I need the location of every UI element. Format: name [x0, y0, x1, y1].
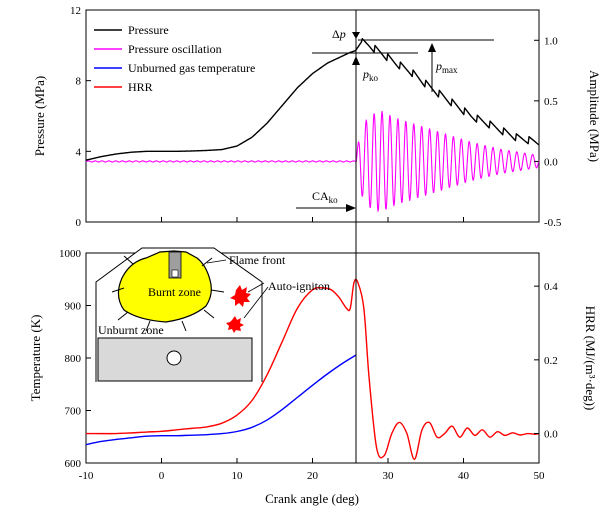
pmax-label-sub: max	[442, 65, 458, 75]
x-axis-tick-label: 10	[232, 470, 244, 482]
top-right-axis-tick-label: 1.0	[544, 35, 558, 47]
top-left-axis-tick-label: 12	[70, 5, 81, 17]
piston	[97, 337, 253, 382]
burnt-zone-label: Burnt zone	[148, 285, 201, 299]
flame-propagation-arrows	[111, 255, 225, 332]
prop-arrow	[123, 255, 134, 265]
pmax-label-var: p	[435, 59, 442, 73]
top-right-axis-tick-label: 0.5	[544, 96, 558, 108]
prop-arrow	[145, 320, 151, 332]
legend-label-pressure: Pressure	[128, 23, 169, 37]
dp-label-delta: Δ	[332, 27, 340, 41]
x-axis-tick-label: 40	[458, 470, 470, 482]
bottom-right-axis-tick-label: 0.2	[544, 355, 558, 367]
bottom-right-axis-tick-label: 0.0	[544, 429, 558, 441]
series-hrr	[85, 278, 540, 461]
flame-front-leader	[206, 259, 227, 264]
x-axis-tick-label: 0	[159, 470, 165, 482]
bottom-right-axis-label: HRR (MJ/(m³·deg))	[583, 306, 598, 411]
bottom-left-axis-tick-label: 700	[65, 406, 82, 418]
bottom-left-axis-tick-label: 1000	[59, 248, 82, 260]
top-panel: 0 4 8 12 -0.5 0.0 0.5 1.0 Pressure (MPa) Amplit…	[32, 5, 602, 229]
auto-ignition-label: Auto-igniton	[268, 279, 330, 293]
pko-label: pko	[362, 67, 379, 83]
top-right-axis-label: Amplitude (MPa)	[587, 70, 602, 162]
cako-label-text: CA	[312, 189, 329, 203]
series-pressure	[85, 38, 540, 161]
legend-label-pressure-oscillation: Pressure oscillation	[128, 42, 222, 56]
cako-label: CAko	[312, 189, 338, 205]
x-axis-tick-label: 20	[307, 470, 319, 482]
pko-label-sub: ko	[369, 73, 379, 83]
pmax-arrowhead	[428, 43, 436, 52]
top-series-layer	[85, 38, 540, 212]
top-left-axis-tick-label: 8	[76, 76, 82, 88]
legend-label-unburned-gas-temperature: Unburned gas temperature	[128, 61, 255, 75]
top-left-axis-label: Pressure (MPa)	[32, 76, 47, 157]
prop-arrow	[181, 320, 187, 332]
legend-label-hrr: HRR	[128, 80, 153, 94]
bottom-series-layer	[85, 278, 540, 461]
combustion-chamber-inset: Flame front Burnt zone Auto-igniton Unbu…	[95, 247, 330, 382]
prop-arrow	[201, 257, 213, 267]
top-left-axis-tick-label: 0	[76, 217, 82, 229]
bottom-left-axis-tick-label: 800	[65, 353, 82, 365]
cako-label-sub: ko	[329, 195, 339, 205]
auto-ignition-spot-2-icon	[226, 316, 244, 333]
x-axis-tick-label: 50	[534, 470, 546, 482]
spark-plug-tip-icon	[171, 269, 179, 278]
series-pressure-oscillation	[85, 110, 540, 212]
auto-ignition-leader-1	[247, 282, 265, 293]
top-left-axis-tick-label: 4	[76, 146, 82, 158]
prop-arrow	[117, 311, 129, 321]
series-unburned-gas-temperature	[85, 354, 357, 446]
flame-front-label: Flame front	[229, 253, 286, 267]
bottom-left-axis-label: Temperature (K)	[28, 315, 43, 402]
dp-label-var: p	[339, 27, 346, 41]
prop-arrow	[210, 289, 225, 293]
x-axis-tick-label: 30	[383, 470, 395, 482]
pmax-label: pmax	[435, 59, 458, 75]
auto-ignition-spot-1-icon	[230, 285, 251, 307]
top-ticks-layer: 0 4 8 12 -0.5 0.0 0.5 1.0	[70, 5, 562, 229]
top-right-axis-tick-label: 0.0	[544, 156, 558, 168]
burnt-zone-flame	[117, 250, 212, 323]
pko-label-var: p	[362, 67, 369, 81]
bottom-left-axis-tick-label: 600	[65, 458, 82, 470]
bottom-right-axis-tick-label: 0.4	[544, 281, 558, 293]
cako-arrowhead	[346, 204, 356, 212]
piston-pin-icon	[166, 350, 182, 366]
x-axis-tick-label: -10	[79, 470, 94, 482]
prop-arrow	[111, 287, 125, 293]
unburnt-zone-label: Unburnt zone	[98, 323, 164, 337]
bottom-left-axis-tick-label: 900	[65, 301, 82, 313]
prop-arrow	[203, 309, 215, 319]
top-right-axis-tick-label: -0.5	[544, 217, 562, 229]
dp-label: Δp	[332, 27, 346, 41]
auto-ignition-leader-2	[243, 286, 269, 319]
legend: Pressure Pressure oscillation Unburned g…	[94, 23, 255, 94]
bottom-ticks-layer: 600 700 800 900 1000 0.0 0.2 0.4 -10 0 10 20 30 40 50	[59, 248, 558, 482]
x-axis-label: Crank angle (deg)	[265, 491, 359, 506]
